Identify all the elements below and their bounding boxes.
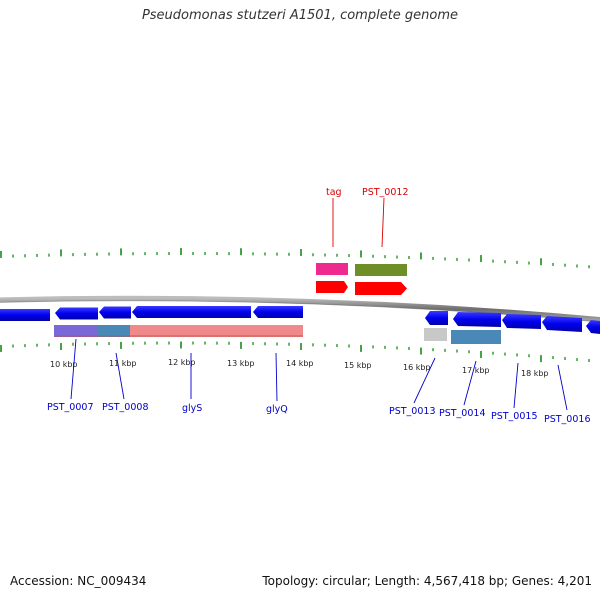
gene-label-pst-0007[interactable]: PST_0007 bbox=[47, 402, 94, 413]
cds-pst-0015[interactable] bbox=[502, 314, 541, 329]
cds-pst-0013[interactable] bbox=[425, 311, 448, 325]
gene-label-pst-0016[interactable]: PST_0016 bbox=[544, 414, 591, 425]
gene-label-connectors bbox=[70, 338, 568, 411]
scale-label: 10 kbp bbox=[50, 360, 78, 369]
feature-bar-pst-0008 bbox=[98, 325, 130, 337]
cds-glys[interactable] bbox=[132, 306, 251, 318]
cds-pst-0007[interactable] bbox=[55, 307, 98, 320]
scale-label: 14 kbp bbox=[286, 359, 314, 368]
feature-bar-pst-0014 bbox=[451, 330, 501, 344]
gene-label-pst-0014[interactable]: PST_0014 bbox=[439, 408, 486, 419]
accession-label: Accession: NC_009434 bbox=[10, 574, 147, 588]
rna-label-connectors bbox=[332, 197, 385, 248]
scale-label: 11 kbp bbox=[109, 359, 137, 368]
scale-label: 17 kbp bbox=[462, 366, 490, 375]
bottom-tick-row bbox=[0, 341, 590, 363]
scale-label: 13 kbp bbox=[227, 359, 255, 368]
cds-pst-0014[interactable] bbox=[453, 312, 501, 327]
feature-bar-glys-glyq bbox=[130, 325, 303, 337]
feature-bar-pst-0013 bbox=[424, 328, 447, 341]
map-title: Pseudomonas stutzeri A1501, complete gen… bbox=[141, 8, 459, 23]
gene-label-pst-0012[interactable]: PST_0012 bbox=[362, 187, 409, 198]
feature-bar-shade bbox=[54, 335, 303, 337]
gene-label-pst-0013[interactable]: PST_0013 bbox=[389, 406, 436, 417]
genome-backbone bbox=[0, 295, 600, 323]
gene-label-pst-0008[interactable]: PST_0008 bbox=[102, 402, 149, 413]
cds-pst-0008[interactable] bbox=[99, 306, 131, 319]
gene-label-tag[interactable]: tag bbox=[326, 187, 342, 198]
tag-gene-arrow[interactable] bbox=[316, 281, 348, 293]
gene-label-glyq[interactable]: glyQ bbox=[266, 404, 288, 415]
scale-label: 12 kbp bbox=[168, 358, 196, 367]
top-tick-row bbox=[0, 247, 590, 269]
cds-arrow[interactable] bbox=[0, 309, 50, 321]
cds-arrow-edge[interactable] bbox=[586, 320, 600, 334]
feature-bar-pst-0007 bbox=[54, 325, 98, 337]
scale-label: 16 kbp bbox=[403, 363, 431, 372]
trna-feature-tag bbox=[316, 263, 348, 275]
genome-summary: Topology: circular; Length: 4,567,418 bp… bbox=[262, 574, 592, 588]
gene-label-pst-0015[interactable]: PST_0015 bbox=[491, 411, 538, 422]
cds-glyq[interactable] bbox=[253, 306, 303, 318]
scale-label: 18 kbp bbox=[521, 369, 549, 378]
scale-label: 15 kbp bbox=[344, 361, 372, 370]
cds-pst-0016[interactable] bbox=[542, 316, 582, 332]
pst-0012-gene-arrow[interactable] bbox=[355, 282, 407, 295]
gene-label-glys[interactable]: glyS bbox=[182, 403, 202, 414]
feature-pst-0012 bbox=[355, 264, 407, 276]
